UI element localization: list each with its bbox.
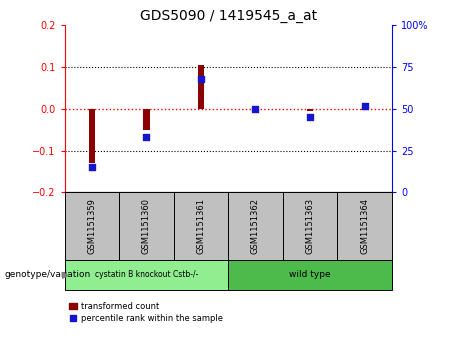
Bar (65, 192, 119, 260)
Text: GSM1151362: GSM1151362 (251, 198, 260, 254)
Bar (228, 260, 392, 290)
Bar (143, 109, 150, 130)
Point (88, 164, 95, 170)
Point (197, 76, 205, 82)
Bar (65, 260, 228, 290)
Bar (174, 192, 228, 260)
Bar (252, 108, 259, 109)
Bar (89, 109, 95, 163)
Bar (283, 192, 337, 260)
Bar (307, 109, 313, 111)
Bar (119, 192, 174, 260)
Point (252, 106, 259, 112)
Title: GDS5090 / 1419545_a_at: GDS5090 / 1419545_a_at (140, 9, 317, 23)
Text: cystatin B knockout Cstb-/-: cystatin B knockout Cstb-/- (95, 270, 198, 280)
Point (306, 114, 313, 120)
Text: ▶: ▶ (62, 270, 70, 280)
Text: GSM1151364: GSM1151364 (360, 198, 369, 254)
Text: wild type: wild type (289, 270, 331, 280)
Text: genotype/variation: genotype/variation (5, 270, 91, 280)
Legend: transformed count, percentile rank within the sample: transformed count, percentile rank withi… (69, 302, 223, 323)
Point (142, 134, 150, 140)
Text: GSM1151363: GSM1151363 (306, 198, 314, 254)
Bar (361, 109, 368, 110)
Bar (228, 192, 283, 260)
Bar (198, 65, 204, 109)
Bar (337, 192, 392, 260)
Text: GSM1151359: GSM1151359 (87, 198, 96, 254)
Text: GSM1151361: GSM1151361 (196, 198, 206, 254)
Point (361, 103, 368, 109)
Text: GSM1151360: GSM1151360 (142, 198, 151, 254)
